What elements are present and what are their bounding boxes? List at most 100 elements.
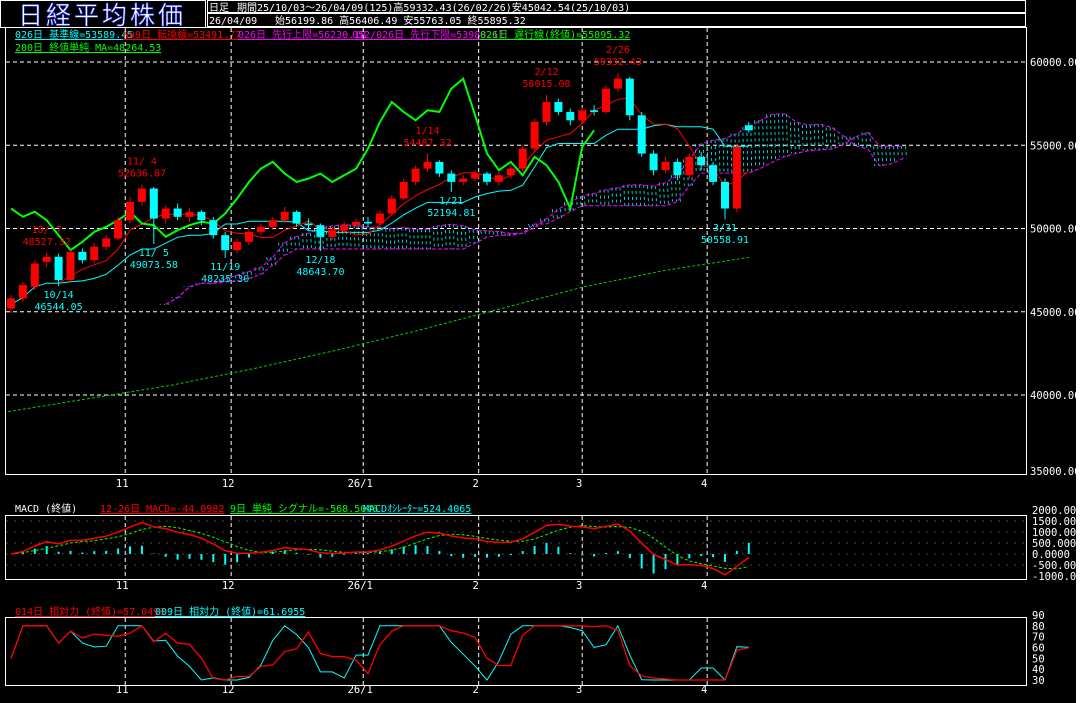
candle-body	[126, 201, 134, 221]
candle-body	[602, 88, 610, 112]
cloud-hatch	[488, 230, 491, 238]
cloud-hatch	[341, 224, 344, 250]
annotation-value: 46544.05	[35, 302, 83, 313]
cloud-hatch	[750, 126, 753, 174]
cloud-hatch	[310, 233, 312, 250]
legend-ma200: 200日 終値単純 MA=48264.53	[15, 41, 161, 54]
candle-body	[54, 256, 63, 281]
candle-body	[649, 153, 658, 171]
cloud-hatch	[905, 146, 907, 159]
candle-body	[233, 241, 242, 251]
cloud-hatch	[389, 228, 392, 250]
rsi-panel[interactable]	[5, 617, 1027, 686]
title-box	[0, 0, 206, 28]
cloud-hatch	[857, 136, 860, 146]
cloud-hatch	[726, 138, 729, 174]
candle-body	[435, 161, 444, 174]
cloud-hatch	[345, 224, 348, 250]
candle-body	[411, 168, 420, 182]
cloud-hatch	[405, 227, 408, 250]
cloud-hatch	[829, 127, 832, 150]
cloud-hatch	[290, 236, 292, 250]
price-panel[interactable]	[5, 27, 1027, 475]
annotation-date: 10/14	[44, 290, 74, 301]
cloud-hatch	[813, 124, 816, 150]
cloud-hatch	[817, 124, 820, 150]
cloud-hatch	[433, 225, 435, 250]
macd-panel[interactable]	[5, 515, 1027, 580]
macd-line	[10, 521, 750, 576]
cloud-hatch	[464, 225, 467, 250]
cloud-hatch	[615, 187, 618, 206]
price-tick-label: 55000.00	[1030, 140, 1080, 152]
cloud-hatch	[786, 113, 788, 157]
candle-body	[447, 173, 456, 182]
cloud-hatch	[805, 124, 808, 151]
x-tick-label: 2	[473, 478, 479, 490]
cloud-hatch	[393, 228, 396, 250]
cloud-hatch	[385, 228, 388, 250]
cloud-hatch	[623, 184, 626, 206]
annotation-date: 1/21	[439, 196, 463, 207]
cloud-hatch	[766, 114, 768, 163]
cloud-hatch	[607, 189, 610, 206]
cloud-hatch	[294, 236, 296, 250]
cloud-hatch	[655, 186, 657, 206]
macd-legend-osc: MACDｵｼﾚｰﾀｰ=524.4065	[363, 503, 471, 515]
cloud-hatch	[238, 275, 241, 282]
cloud-hatch	[885, 146, 887, 164]
cloud-hatch	[242, 271, 245, 279]
cloud-hatch	[873, 146, 876, 166]
cloud-hatch	[877, 146, 880, 166]
price-tick-label: 45000.00	[1030, 307, 1080, 319]
cloud-hatch	[496, 231, 499, 236]
cloud-hatch	[246, 271, 249, 279]
cloud-hatch	[468, 229, 471, 244]
cloud-hatch	[587, 193, 590, 206]
cloud-hatch	[782, 113, 784, 157]
cloud-hatch	[234, 275, 237, 282]
x-tick-label: 3	[576, 580, 582, 592]
cloud-hatch	[325, 225, 328, 250]
cloud-hatch	[437, 225, 439, 250]
rsi-legend-9: 009日 相対力 (終値)=61.6955	[155, 605, 305, 618]
rsi-tick-label: 70	[1032, 632, 1045, 644]
rsi-tick-label: 80	[1032, 621, 1045, 633]
candle-body	[685, 156, 694, 176]
price-tick-label: 35000.00	[1030, 466, 1080, 478]
legend-span-a: 026日 先行上限=56230.18	[238, 28, 366, 41]
candle-body	[387, 198, 396, 214]
cloud-hatch	[833, 127, 836, 150]
annotation-date: 11/ 5	[139, 248, 169, 259]
cloud-hatch	[801, 124, 804, 151]
x-tick-label: 11	[116, 478, 129, 490]
x-tick-label: 4	[701, 684, 707, 696]
annotation-date: 11/ 4	[127, 157, 157, 168]
cloud-hatch	[694, 143, 697, 174]
annotation-date: 2/26	[606, 45, 630, 56]
rsi-legend-14: 014日 相対力 (終値)=57.0493	[15, 605, 165, 618]
cloud-hatch	[480, 230, 483, 238]
cloud-hatch	[337, 224, 340, 250]
macd-legend-macd: 12-26日 MACD=-44.0982	[100, 504, 224, 515]
cloud-hatch	[250, 271, 253, 279]
price-tick-label: 50000.00	[1030, 224, 1080, 236]
candle-body	[673, 161, 682, 176]
candle-body	[221, 235, 230, 251]
cloud-hatch	[302, 233, 304, 250]
candle-body	[78, 251, 87, 261]
cloud-hatch	[675, 175, 677, 202]
candle-body	[471, 173, 480, 179]
cloud-hatch	[472, 229, 475, 244]
annotation-value: 48235.30	[201, 274, 249, 285]
cloud-hatch	[798, 122, 800, 154]
cloud-hatch	[742, 126, 745, 174]
cloud-hatch	[560, 209, 562, 219]
candle-body	[114, 220, 123, 239]
cloud-hatch	[456, 225, 459, 250]
cloud-hatch	[504, 233, 507, 236]
candle-body	[30, 263, 39, 287]
cloud-hatch	[754, 120, 757, 169]
x-tick-label: 4	[701, 478, 707, 490]
cloud-hatch	[409, 229, 411, 250]
